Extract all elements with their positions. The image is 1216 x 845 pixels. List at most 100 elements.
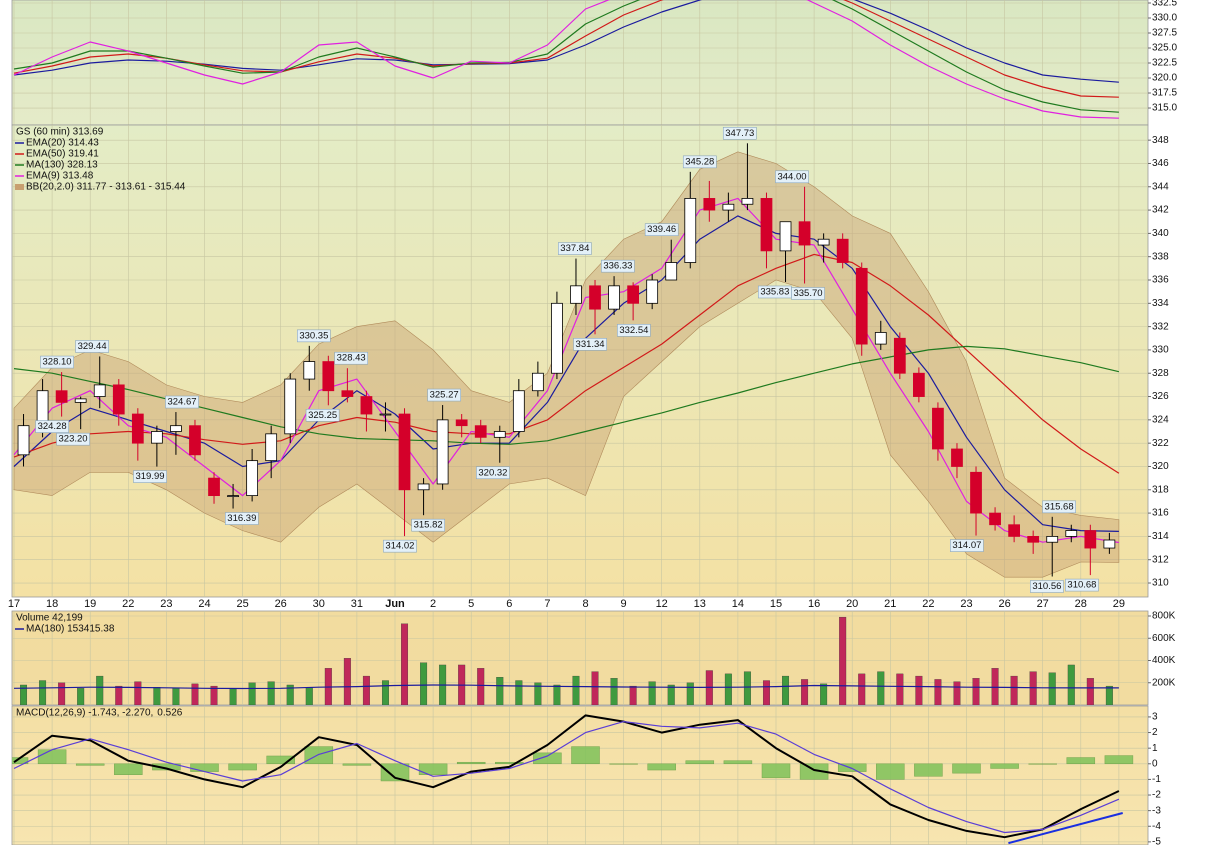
y-tick-label: 342	[1152, 205, 1169, 216]
volume-bar	[172, 688, 180, 705]
volume-bar	[820, 683, 828, 705]
histogram-bar	[990, 763, 1019, 769]
volume-bar	[572, 675, 580, 705]
x-tick-label: 24	[198, 598, 210, 610]
price-label: 324.28	[38, 421, 67, 432]
panel-plot	[12, 611, 1148, 705]
volume-bar	[96, 675, 104, 705]
price-label: 344.00	[777, 171, 806, 182]
candle-body	[970, 471, 982, 514]
histogram-bar	[1066, 757, 1096, 765]
candle-body	[227, 495, 239, 498]
x-tick-label: 23	[960, 598, 972, 610]
x-tick-label: 6	[506, 598, 512, 610]
volume-bar	[667, 684, 675, 705]
price-label: 324.67	[167, 397, 196, 408]
candle-body	[627, 285, 640, 304]
volume-bar	[381, 680, 389, 705]
volume-bar	[58, 682, 66, 705]
volume-bar	[1010, 675, 1018, 705]
volume-bar	[724, 673, 732, 705]
price-label-box	[56, 432, 90, 446]
series-line	[13, 721, 1120, 834]
y-tick-label: -3	[1152, 805, 1161, 816]
x-tick-label: 13	[694, 598, 706, 610]
histogram-bar	[190, 763, 219, 772]
candle-body	[131, 413, 144, 444]
price-label: 325.25	[308, 410, 337, 421]
histogram-bar	[685, 760, 715, 765]
price-label: 328.10	[43, 357, 72, 368]
candle-body	[893, 337, 906, 374]
volume-bar	[782, 675, 790, 705]
panel-background	[11, 124, 1149, 598]
y-tick-label: 600K	[1152, 633, 1176, 644]
candle-body	[284, 378, 297, 435]
price-label-box	[133, 470, 167, 483]
y-tick-label: 314	[1152, 531, 1169, 542]
volume-bar	[534, 682, 542, 705]
histogram-bar	[37, 749, 67, 765]
y-tick-label: 310	[1152, 578, 1169, 589]
volume-bar	[420, 662, 428, 705]
trend-line	[1008, 812, 1123, 845]
y-tick-label: 317.5	[1152, 88, 1177, 99]
price-label-box	[601, 259, 635, 273]
candle-body	[322, 361, 335, 392]
volume-bar	[953, 681, 961, 705]
y-tick-label: 325.0	[1152, 43, 1177, 54]
price-label-box	[791, 287, 825, 300]
x-tick-label: 8	[582, 598, 588, 610]
histogram-bar	[761, 763, 791, 779]
histogram-bar	[914, 763, 943, 777]
panel-plot	[12, 0, 1148, 125]
candle-body	[779, 221, 792, 252]
price-label-box	[617, 324, 651, 337]
y-tick-label: 336	[1152, 275, 1169, 286]
histogram-bar	[266, 755, 295, 765]
candle-body	[474, 425, 487, 438]
volume-bar	[991, 668, 999, 705]
histogram-bar	[571, 746, 600, 765]
legend-label: BB(20,2.0) 311.77 - 313.61 - 315.44	[26, 182, 186, 193]
price-label-box	[225, 512, 259, 525]
y-tick-label: 348	[1152, 135, 1169, 146]
x-tick-label: Jun	[385, 598, 405, 610]
candle-body	[836, 238, 849, 263]
x-tick-label: 26	[275, 598, 287, 610]
candle-body	[646, 279, 659, 304]
y-tick-label: 200K	[1152, 677, 1176, 688]
legend-label: MA(180) 153415.38	[26, 624, 115, 635]
price-label: 335.83	[760, 286, 789, 297]
y-tick-label: 320.0	[1152, 73, 1177, 84]
x-tick-label: 21	[884, 598, 896, 610]
volume-bar	[496, 677, 504, 705]
volume-bar	[896, 673, 904, 705]
histogram-bar	[495, 761, 524, 765]
volume-bar	[515, 680, 523, 705]
price-label: 329.44	[78, 341, 107, 352]
volume-bar	[77, 688, 85, 705]
volume-bar	[343, 658, 351, 705]
x-tick-label: 16	[808, 598, 820, 610]
histogram-bar	[609, 763, 638, 765]
volume-bar	[839, 616, 847, 705]
price-label-box	[40, 355, 74, 369]
x-tick-label: 31	[351, 598, 363, 610]
histogram-bar	[952, 763, 981, 774]
legend-label: EMA(9) 313.48	[26, 171, 94, 182]
y-tick-label: 328	[1152, 368, 1169, 379]
candle-body	[665, 262, 678, 281]
histogram-bar	[342, 763, 372, 766]
histogram-bar	[418, 763, 448, 775]
volume-bar	[553, 684, 561, 705]
y-tick-label: 340	[1152, 228, 1169, 239]
price-label-box	[305, 408, 340, 422]
price-label-box	[644, 223, 679, 236]
series-line	[13, 684, 1119, 690]
candle-body	[208, 477, 220, 497]
price-label: 337.84	[560, 243, 589, 254]
legend-label: MA(130) 328.13	[26, 160, 98, 171]
volume-bar	[305, 687, 313, 705]
candle-body	[1084, 530, 1097, 549]
